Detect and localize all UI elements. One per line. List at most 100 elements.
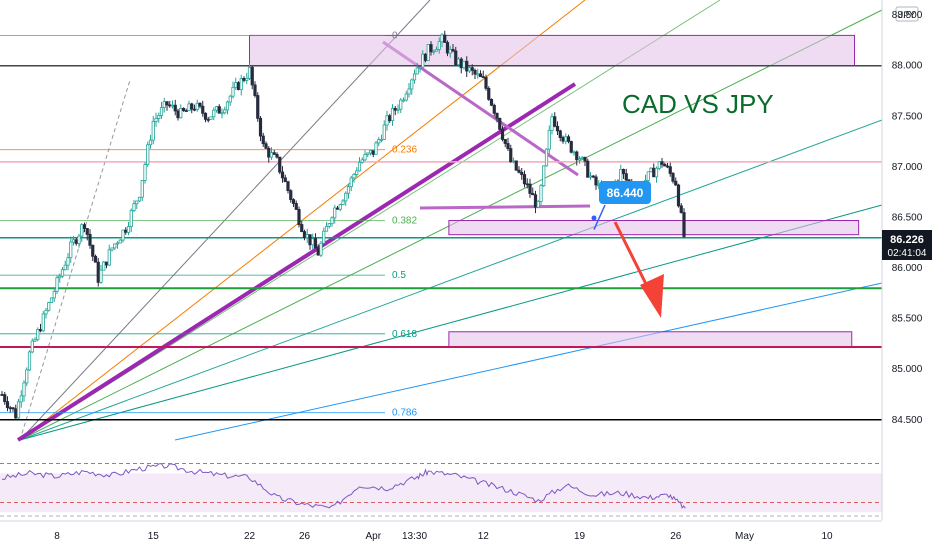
price-axis: JPY	[881, 0, 932, 550]
candle-body	[14, 408, 18, 419]
price-callout: 86.440	[591, 181, 651, 230]
candle-body	[564, 136, 568, 142]
candle-body	[415, 67, 419, 75]
candle-body	[8, 407, 12, 410]
candle-body	[448, 49, 452, 54]
callout-label: 86.440	[607, 186, 644, 200]
candle-body	[492, 104, 496, 114]
candle-body	[467, 67, 472, 72]
candle-body	[181, 107, 186, 111]
candle-body	[555, 125, 560, 132]
candle-body	[214, 106, 219, 111]
candle-body	[52, 290, 56, 299]
candle-body	[212, 109, 216, 118]
candle-body	[278, 156, 282, 173]
candle-body	[583, 156, 587, 162]
candle-body	[190, 103, 194, 110]
candle-body	[676, 184, 681, 207]
candle-body	[5, 401, 10, 409]
candle-body	[495, 112, 499, 119]
candle-body	[319, 242, 323, 256]
candle-body	[671, 173, 675, 182]
candle-body	[346, 186, 351, 194]
candle-body	[11, 407, 15, 410]
candle-body	[476, 73, 480, 76]
price-tick-0: 88.500	[892, 10, 923, 21]
fib-label-3: 0.5	[392, 270, 406, 281]
candle-body	[586, 160, 590, 178]
candle-body	[308, 234, 312, 246]
candle-body	[217, 106, 221, 114]
candle-body	[377, 139, 381, 144]
candle-body	[657, 161, 661, 169]
time-tick-9: May	[735, 531, 754, 542]
candle-body	[173, 104, 177, 112]
candle-body	[93, 255, 98, 263]
price-zones	[249, 34, 860, 348]
candle-body	[96, 261, 100, 283]
candle-body	[19, 395, 23, 403]
candle-body	[338, 204, 342, 210]
candle-body	[267, 147, 271, 158]
candle-body	[151, 120, 155, 141]
candle-body	[58, 275, 62, 279]
candle-body	[275, 153, 279, 158]
candle-body	[478, 73, 483, 78]
time-tick-8: 26	[670, 531, 682, 542]
candle-body	[176, 110, 180, 119]
candle-body	[264, 143, 268, 149]
candle-body	[113, 243, 117, 249]
candle-body	[388, 115, 392, 122]
candle-body	[209, 116, 213, 120]
rsi-pane: 80.0040.00	[0, 459, 920, 517]
price-tick-5: 86.000	[892, 263, 923, 274]
candle-body	[44, 309, 48, 315]
candle-body	[71, 239, 76, 243]
candle-body	[528, 183, 532, 194]
countdown-timer: 02:41:04	[888, 248, 927, 259]
candle-body	[280, 171, 285, 179]
red-arrow-icon	[613, 221, 664, 318]
candle-body	[258, 117, 263, 137]
candle-body	[168, 104, 172, 107]
candle-body	[245, 77, 249, 81]
candle-body	[374, 142, 378, 155]
candle-body	[324, 225, 329, 232]
candle-body	[594, 176, 598, 186]
candle-body	[74, 239, 78, 244]
candle-body	[404, 93, 408, 101]
candle-body	[484, 77, 488, 89]
candle-body	[223, 109, 227, 114]
candle-body	[487, 87, 491, 100]
chart-title: CAD VS JPY	[622, 89, 774, 119]
candle-body	[159, 107, 164, 116]
zone-box-1	[448, 220, 860, 236]
fib-label-0: 0	[392, 30, 398, 41]
candle-body	[25, 369, 29, 384]
candle-body	[511, 160, 516, 163]
candle-body	[588, 175, 593, 178]
currency-badge	[895, 6, 919, 22]
candle-body	[69, 241, 73, 259]
candle-body	[506, 143, 510, 150]
candle-body	[36, 329, 40, 340]
candle-body	[201, 105, 205, 114]
candle-body	[652, 167, 656, 178]
candle-body	[459, 58, 463, 69]
candle-body	[421, 53, 425, 68]
candle-body	[679, 205, 683, 213]
gann-fan-line-6	[19, 204, 883, 441]
candle-body	[283, 177, 287, 183]
candle-body	[256, 95, 260, 119]
price-tick-labels: 88.500 88.000 87.500 87.000 86.500 86.000 85.5…	[892, 10, 923, 426]
candle-body	[558, 130, 562, 138]
candle-body	[371, 150, 375, 155]
candle-body	[412, 73, 417, 81]
candle-body	[591, 175, 595, 178]
candle-body	[542, 165, 546, 187]
price-tick-6: 85.500	[892, 314, 923, 325]
candle-body	[102, 261, 106, 271]
candle-body	[580, 156, 584, 159]
candle-body	[55, 277, 59, 292]
